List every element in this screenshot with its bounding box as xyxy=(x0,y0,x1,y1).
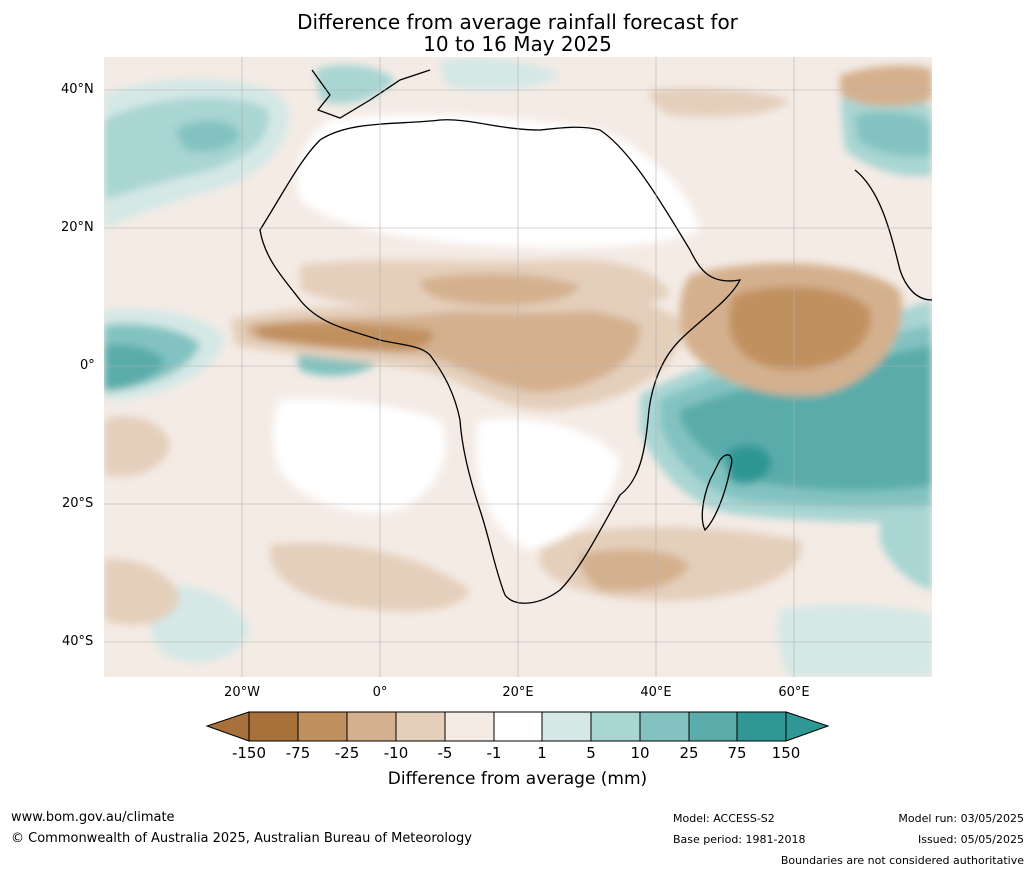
colorbar-segment xyxy=(737,712,786,741)
lat-label: 40°S xyxy=(62,634,94,649)
colorbar-extend-low xyxy=(205,711,250,742)
lat-label: 40°N xyxy=(61,82,94,97)
colorbar-tick: -5 xyxy=(437,744,453,762)
colorbar-tick: -10 xyxy=(383,744,409,762)
colorbar-extend-high xyxy=(785,711,830,742)
lat-label: 0° xyxy=(80,358,95,373)
model-name: Model: ACCESS-S2 xyxy=(673,812,775,825)
lon-label: 20°W xyxy=(224,685,260,700)
base-period: Base period: 1981-2018 xyxy=(673,833,806,846)
colorbar-tick: 25 xyxy=(679,744,699,762)
colorbar-tick: 5 xyxy=(586,744,596,762)
lon-label: 20°E xyxy=(502,685,534,700)
near-average-region-north-africa xyxy=(296,114,700,248)
colorbar-segment xyxy=(249,712,298,741)
colorbar-segment xyxy=(347,712,396,741)
colorbar-tick: -25 xyxy=(334,744,360,762)
map-title-line2: 10 to 16 May 2025 xyxy=(423,32,612,56)
lon-label: 60°E xyxy=(778,685,810,700)
lon-label: 40°E xyxy=(640,685,672,700)
map-title-line1: Difference from average rainfall forecas… xyxy=(297,10,738,34)
website-link[interactable]: www.bom.gov.au/climate xyxy=(11,810,175,825)
colorbar-tick: -150 xyxy=(231,744,267,762)
colorbar-label: Difference from average (mm) xyxy=(387,769,648,789)
boundary-disclaimer: Boundaries are not considered authoritat… xyxy=(780,854,1024,867)
colorbar-segment xyxy=(689,712,737,741)
colorbar-segment xyxy=(298,712,347,741)
colorbar-tick: 150 xyxy=(771,744,801,762)
colorbar-segment xyxy=(640,712,689,741)
rainfall-anomaly-field xyxy=(104,57,932,677)
copyright-notice: © Commonwealth of Australia 2025, Austra… xyxy=(11,831,472,846)
graticule xyxy=(104,57,932,677)
colorbar-tick: -75 xyxy=(285,744,311,762)
colorbar-tick: 1 xyxy=(537,744,547,762)
colorbar-segment xyxy=(591,712,640,741)
lat-label: 20°N xyxy=(61,220,94,235)
lat-label: 20°S xyxy=(62,496,94,511)
colorbar-segment xyxy=(542,712,591,741)
colorbar-segment xyxy=(396,712,445,741)
model-run-date: Model run: 03/05/2025 xyxy=(898,812,1024,825)
colorbar-tick: -1 xyxy=(486,744,502,762)
colorbar xyxy=(205,711,830,742)
colorbar-tick: 75 xyxy=(727,744,747,762)
lon-label: 0° xyxy=(372,685,388,700)
issued-date: Issued: 05/05/2025 xyxy=(917,833,1024,846)
colorbar-segment xyxy=(494,712,542,741)
colorbar-segment xyxy=(445,712,494,741)
colorbar-tick: 10 xyxy=(630,744,650,762)
